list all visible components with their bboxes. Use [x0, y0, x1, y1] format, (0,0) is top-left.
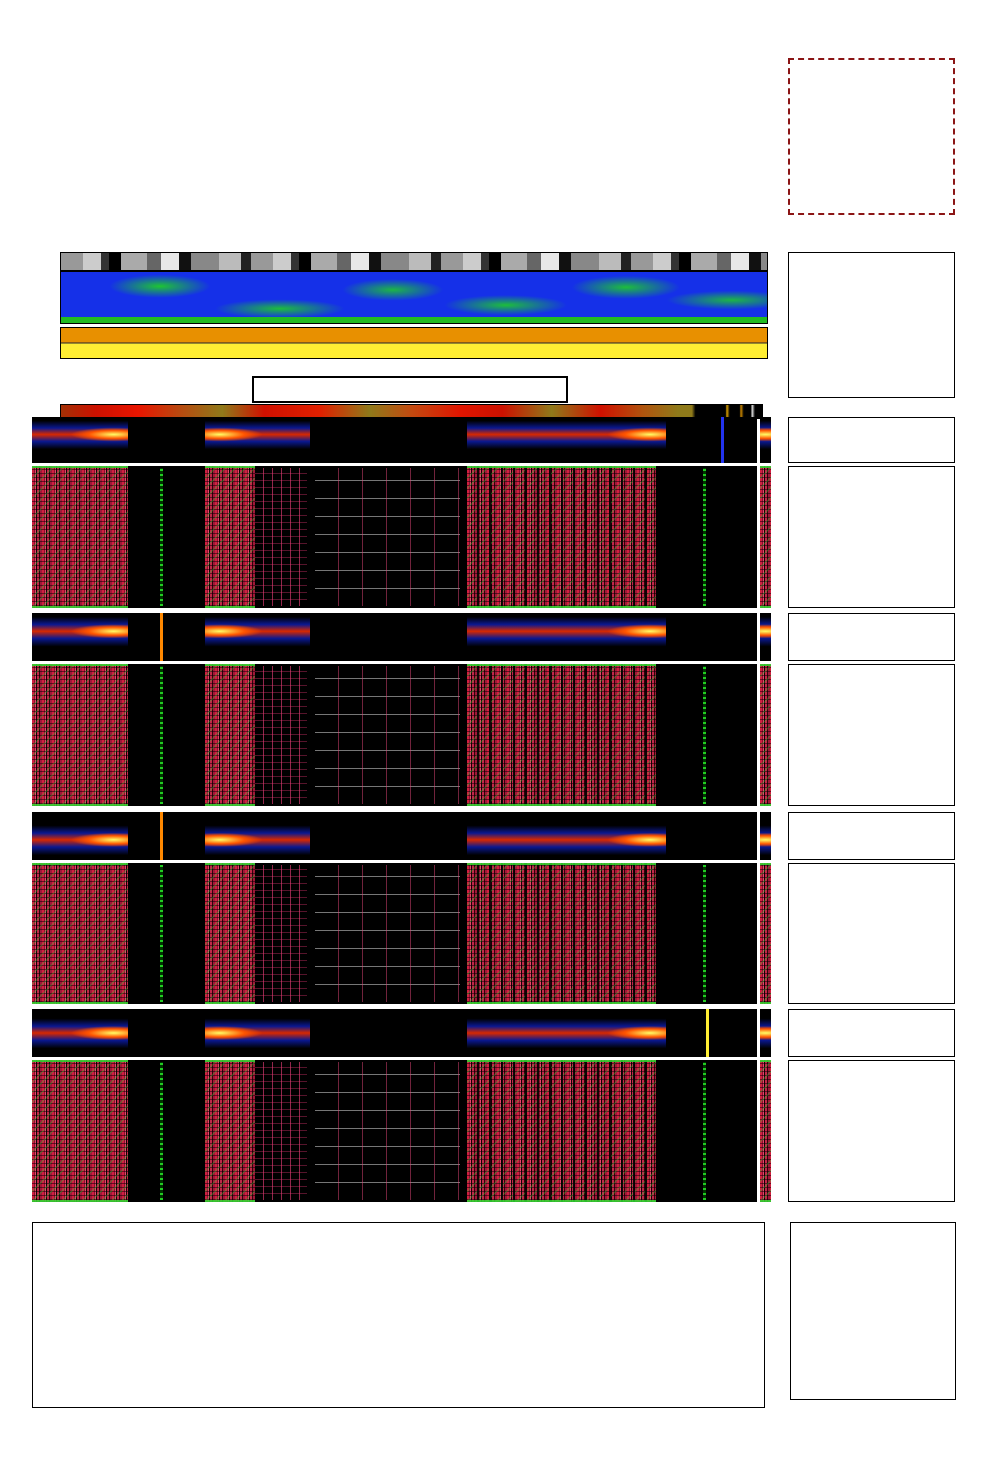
first-order-chart — [788, 252, 955, 398]
spectrogram-heat-2 — [32, 812, 757, 860]
prot-el-bar — [60, 252, 768, 271]
photon-scatter-3 — [32, 664, 757, 806]
strip-scat-3 — [760, 664, 771, 806]
ads-panel-2 — [788, 863, 955, 1004]
pha-panel-2 — [788, 812, 955, 860]
pha-hist-2 — [788, 812, 955, 860]
pha-panel-4 — [788, 417, 955, 463]
photon-scatter-4 — [32, 466, 757, 608]
photon-scatter-2 — [32, 863, 757, 1004]
strip-scat-2 — [760, 863, 771, 1004]
spectra-frame — [32, 1222, 765, 1408]
strip-heat-1 — [760, 1009, 771, 1057]
corrected-spectra-chart — [32, 1222, 765, 1408]
ads-panel-3 — [788, 664, 955, 806]
sun-disk-panel — [788, 58, 955, 215]
pha-hist-1 — [788, 1009, 955, 1057]
strip-heat-3 — [760, 613, 771, 661]
ba-hv-bar — [60, 327, 768, 359]
spectrogram-heat-3 — [32, 613, 757, 661]
pha-hist-4 — [788, 417, 955, 463]
strip-heat-4 — [760, 417, 771, 463]
latitude-frame — [790, 1222, 956, 1400]
pha-hist-3 — [788, 613, 955, 661]
strip-heat-2 — [760, 812, 771, 860]
first-order-panel — [788, 252, 955, 398]
strip-scat-1 — [760, 1060, 771, 1202]
ads-hist-4 — [788, 466, 955, 608]
spectrogram-heat-4 — [32, 417, 757, 463]
ads-panel-4 — [788, 466, 955, 608]
pha-panel-1 — [788, 1009, 955, 1057]
strip-scat-4 — [760, 466, 771, 608]
pha-panel-3 — [788, 613, 955, 661]
ads-hist-2 — [788, 863, 955, 1004]
goes-resik-chart — [32, 58, 768, 215]
ads-hist-1 — [788, 1060, 955, 1202]
spectrogram-heat-1 — [32, 1009, 757, 1057]
sun-disk-drawing — [790, 60, 953, 213]
latitude-chart — [790, 1222, 956, 1400]
start-time-box — [252, 376, 568, 403]
ads-hist-3 — [788, 664, 955, 806]
ads-panel-1 — [788, 1060, 955, 1202]
attitude-zigzag — [60, 271, 766, 322]
attitude-panel — [60, 271, 768, 324]
photon-scatter-1 — [32, 1060, 757, 1202]
